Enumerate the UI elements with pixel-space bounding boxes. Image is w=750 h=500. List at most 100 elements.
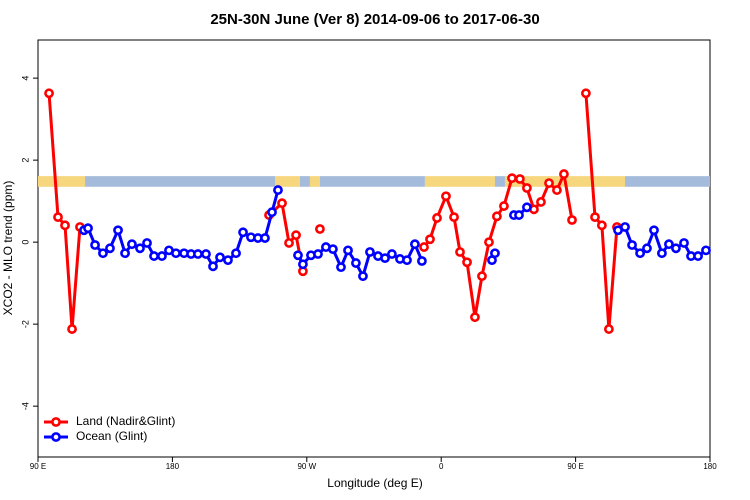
surface-band-segment (274, 176, 300, 187)
data-point (67, 324, 77, 334)
data-point (135, 243, 145, 254)
data-point (484, 237, 494, 248)
data-point (315, 224, 325, 234)
data-point (490, 248, 500, 259)
data-point (679, 238, 689, 248)
data-point (701, 245, 711, 256)
data-point (238, 227, 248, 238)
data-point (620, 222, 630, 232)
legend-marker (51, 417, 61, 427)
y-axis-label: XCO2 - MLO trend (ppm) (1, 181, 15, 316)
surface-band-segment (494, 176, 505, 187)
data-point (157, 251, 167, 261)
legend-label: Ocean (Glint) (76, 429, 147, 443)
data-point (113, 225, 123, 236)
data-point (267, 207, 277, 218)
x-tick-label: 90 W (297, 462, 316, 471)
data-point (604, 324, 614, 334)
data-point (343, 245, 353, 256)
data-point (492, 211, 502, 222)
data-point (149, 251, 159, 261)
data-point (215, 252, 225, 263)
data-point (293, 250, 303, 261)
surface-band-segment (38, 176, 86, 187)
data-point (284, 238, 294, 248)
data-point (142, 238, 152, 248)
surface-band-segment (424, 176, 495, 187)
y-tick-label: 0 (20, 240, 30, 245)
x-tick-label: 180 (166, 462, 180, 471)
data-point (365, 247, 375, 257)
data-point (223, 255, 233, 266)
data-point (277, 198, 287, 209)
data-point (671, 243, 681, 254)
data-point (425, 234, 435, 245)
data-point (60, 220, 70, 231)
surface-band-segment (299, 176, 310, 187)
data-point (127, 239, 137, 250)
data-point (358, 271, 368, 282)
surface-band-segment (85, 176, 275, 187)
legend-label: Land (Nadir&Glint) (76, 414, 175, 428)
data-point (544, 178, 554, 189)
data-point (98, 248, 108, 259)
data-point (328, 244, 338, 255)
data-point (567, 215, 577, 225)
data-point (193, 249, 203, 259)
data-point (120, 248, 130, 259)
data-point (507, 173, 517, 184)
x-tick-label: 180 (703, 462, 717, 471)
data-point (441, 191, 451, 202)
data-point (402, 255, 412, 266)
data-point (693, 251, 703, 261)
data-point (470, 312, 480, 323)
data-point (313, 249, 323, 259)
data-point (417, 256, 427, 266)
data-point (552, 185, 562, 195)
data-point (208, 261, 218, 272)
data-point (642, 243, 652, 254)
x-tick-label: 90 E (30, 462, 46, 471)
data-point (83, 223, 93, 234)
data-point (581, 88, 591, 99)
data-point (44, 88, 54, 99)
data-point (449, 212, 459, 223)
data-point (231, 248, 241, 259)
data-point (380, 253, 390, 264)
data-point (432, 213, 442, 223)
data-point (664, 239, 674, 250)
data-point (635, 248, 646, 259)
data-point (351, 258, 361, 268)
surface-band-segment (625, 176, 710, 187)
y-tick-label: -2 (20, 320, 30, 328)
data-point (559, 169, 569, 179)
data-point (336, 262, 346, 273)
x-tick-label: 90 E (567, 462, 583, 471)
data-point (499, 201, 509, 211)
data-point (419, 242, 429, 252)
data-point (627, 240, 637, 250)
data-point (657, 248, 667, 259)
x-axis-label: Longitude (deg E) (327, 476, 422, 490)
data-point (522, 202, 532, 213)
data-point (201, 249, 211, 259)
data-point (477, 271, 487, 282)
y-tick-label: 2 (20, 158, 30, 163)
data-point (410, 239, 420, 250)
data-point (260, 233, 270, 243)
data-point (298, 259, 308, 270)
data-point (514, 210, 524, 220)
data-point (171, 248, 181, 259)
y-tick-label: 4 (20, 76, 30, 81)
y-tick-label: -4 (20, 402, 30, 410)
surface-band-segment (319, 176, 425, 187)
data-point (291, 230, 301, 241)
data-point (387, 249, 397, 259)
data-point (105, 243, 115, 254)
data-point (90, 240, 100, 250)
surface-band-segment (309, 176, 320, 187)
data-point (522, 183, 532, 193)
data-point (455, 247, 465, 257)
data-point (53, 212, 63, 223)
